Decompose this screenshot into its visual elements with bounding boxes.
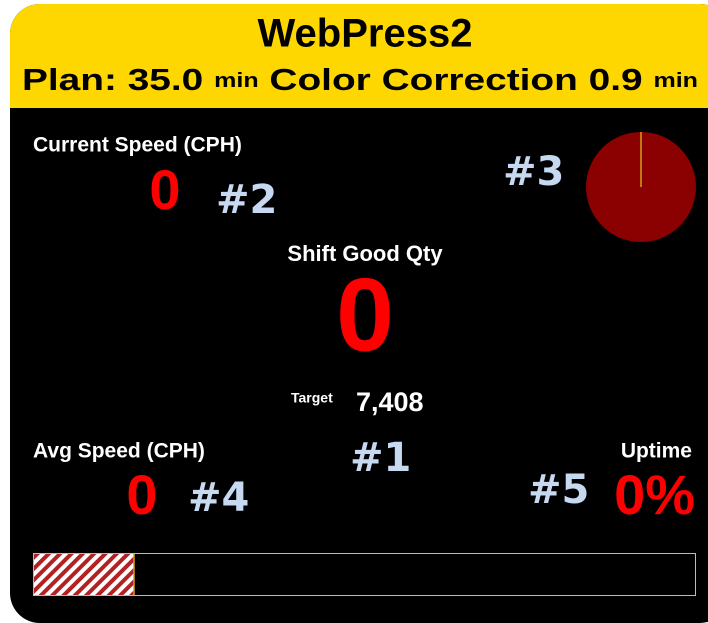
annotation: #1: [350, 435, 411, 481]
subtitle: Plan: 35.0 min Color Correction 0.9 min: [22, 62, 698, 97]
plan-unit: min: [214, 70, 259, 92]
avg-speed-label: Avg Speed (CPH): [33, 440, 205, 463]
plan-value: 35.0: [128, 62, 204, 97]
avg-speed-value: 0: [126, 463, 157, 526]
annotation: #5: [528, 467, 589, 513]
header-band: [10, 4, 708, 108]
annotation: #3: [503, 149, 564, 195]
progress-fill: [34, 554, 134, 595]
color-unit: min: [653, 70, 698, 92]
current-speed-value: 0: [149, 158, 180, 221]
shift-good-qty-value: 0: [336, 257, 394, 373]
plan-label: Plan:: [22, 62, 117, 97]
current-speed-label: Current Speed (CPH): [33, 134, 242, 157]
target-label: Target: [291, 390, 333, 406]
uptime-label: Uptime: [621, 440, 692, 463]
panel: [10, 4, 708, 623]
uptime-value: 0%: [614, 463, 695, 526]
color-label: Color Correction: [269, 62, 577, 97]
title: WebPress2: [258, 12, 473, 56]
color-value: 0.9: [589, 62, 643, 97]
progress-bar: [33, 553, 696, 596]
shift-good-qty-label: Shift Good Qty: [287, 241, 443, 266]
annotation: #4: [188, 475, 249, 521]
annotation: #2: [216, 177, 277, 223]
target-value: 7,408: [356, 387, 424, 417]
